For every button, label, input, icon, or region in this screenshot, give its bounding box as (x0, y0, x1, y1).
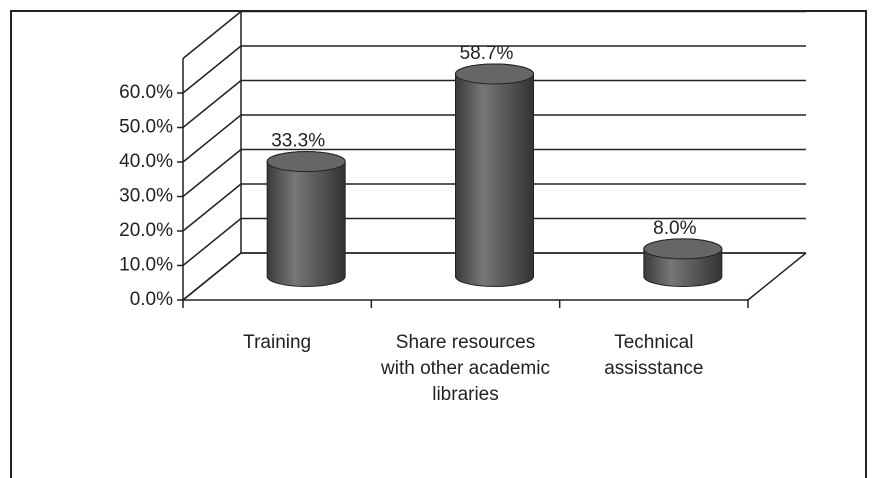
y-tick-label: 50.0% (119, 117, 173, 138)
cylinder-top (643, 238, 723, 260)
grid-line (182, 217, 242, 267)
value-label: 33.3% (271, 131, 325, 152)
x-tick-label: Technical assisstance (604, 332, 704, 379)
y-tick-label: 40.0% (119, 151, 173, 172)
x-tick-label: Share resources with other academic libr… (381, 332, 550, 405)
value-label: 58.7% (460, 43, 514, 64)
cylinder (455, 63, 534, 287)
y-tick-label: 10.0% (119, 255, 173, 276)
floor-right (747, 252, 807, 301)
grid-line (182, 252, 242, 301)
cylinder-top (266, 151, 346, 173)
grid-line (182, 79, 242, 129)
cylinder-top (455, 63, 534, 85)
y-tick-label: 30.0% (119, 186, 173, 207)
grid-line (182, 183, 242, 232)
grid-line (182, 45, 242, 94)
x-tick-label: Training (243, 332, 312, 353)
grid-line (182, 114, 242, 163)
side-wall-top (182, 10, 242, 60)
y-tick-label: 60.0% (119, 82, 173, 103)
y-tick-label: 0.0% (130, 289, 173, 310)
y-tick-label: 20.0% (119, 220, 173, 241)
grid-line (182, 148, 242, 198)
value-label: 8.0% (653, 218, 696, 239)
